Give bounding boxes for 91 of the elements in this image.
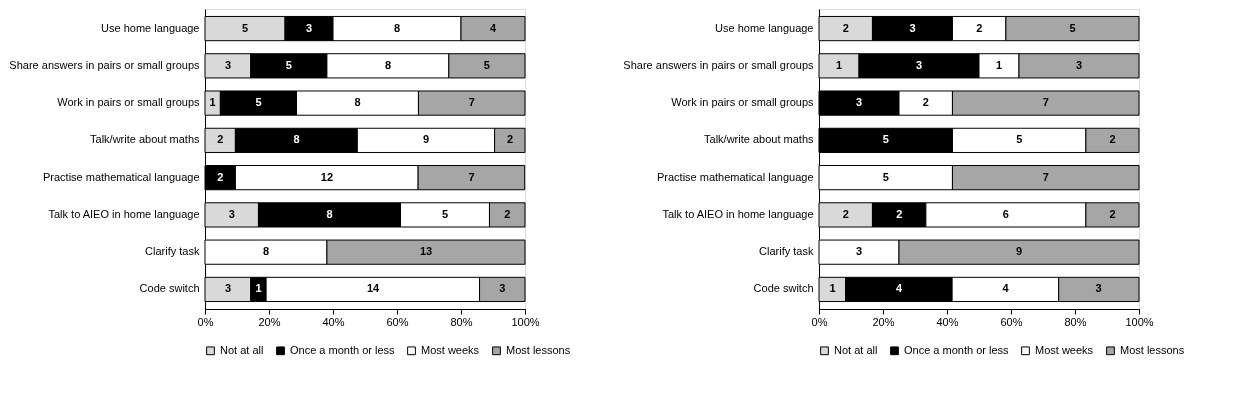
annotation: 12 [320,170,334,183]
y-tick-label: Code switch [139,282,200,295]
annotation: 5 [285,58,292,71]
x-tick-label: 60% [1000,315,1023,328]
annotation: 9 [1015,245,1023,258]
annotation: 3 [228,207,235,220]
legend-label: Most weeks [1035,343,1094,356]
x-tick-label: 20% [258,315,281,328]
annotation: 3 [916,58,923,71]
x-tick-label: 80% [1064,315,1087,328]
annotation: 3 [855,96,863,109]
legend-label: Most lessons [506,343,571,356]
x-tick-label: 0% [197,315,214,328]
x-tick-label: 100% [511,315,540,328]
legend-label: Not at all [220,343,264,356]
annotation: 1 [996,58,1003,71]
annotation: 8 [393,21,401,34]
legend-label: Once a month or less [290,343,396,356]
annotation: 3 [909,21,916,34]
x-tick-label: 80% [450,315,473,328]
legend-label: Once a month or less [904,343,1010,356]
annotation: 5 [882,170,889,183]
annotation: 6 [1002,207,1009,220]
annotation: 1 [255,282,262,295]
y-tick-label: Talk to AIEO in home language [48,207,200,220]
annotation: 2 [504,207,511,220]
y-tick-label: Use home language [101,21,200,34]
annotation: 2 [922,96,929,109]
annotation: 3 [305,21,313,34]
y-tick-label: Clarify task [759,245,814,258]
annotation: 2 [842,21,849,34]
annotation: 5 [483,58,490,71]
annotation: 4 [489,21,497,34]
annotation: 2 [217,170,224,183]
y-tick-label: Share answers in pairs or small groups [623,58,814,71]
annotation: 7 [468,170,475,183]
annotation: 5 [882,133,889,146]
annotation: 9 [423,133,430,146]
x-tick-label: 100% [1125,315,1154,328]
annotation: 2 [896,207,903,220]
y-tick-label: Work in pairs or small groups [671,96,814,109]
annotation: 1 [836,58,843,71]
legend-label: Not at all [834,343,878,356]
annotation: 8 [326,207,333,220]
annotation: 2 [1109,207,1116,220]
annotation: 2 [217,133,224,146]
annotation: 3 [499,282,506,295]
legend-label: Most lessons [1120,343,1185,356]
annotation: 2 [506,133,514,146]
annotation: 8 [384,58,392,71]
y-tick-label: Talk to AIEO in home language [662,207,814,220]
annotation: 1 [209,96,216,109]
annotation: 4 [895,282,903,295]
annotation: 5 [241,21,249,34]
annotation: 1 [829,282,836,295]
x-tick-label: 60% [386,315,409,328]
annotation: 7 [1042,96,1049,109]
annotation: 8 [354,96,361,109]
annotation: 7 [1042,170,1049,183]
x-tick-label: 20% [872,315,895,328]
annotation: 7 [468,96,475,109]
y-tick-label: Use home language [715,21,814,34]
annotation: 8 [293,133,300,146]
annotation: 5 [1016,133,1023,146]
y-tick-label: Practise mathematical language [42,170,200,183]
annotation: 3 [855,245,863,258]
x-tick-label: 40% [936,315,959,328]
annotation: 3 [224,58,232,71]
annotation: 4 [1002,282,1010,295]
annotation: 3 [1076,58,1083,71]
x-tick-label: 0% [811,315,828,328]
annotation: 2 [976,21,983,34]
y-tick-label: Work in pairs or small groups [57,96,200,109]
annotation: 3 [224,282,232,295]
annotation: 5 [1069,21,1076,34]
annotation: 5 [255,96,262,109]
annotation: 13 [419,245,433,258]
y-tick-label: Share answers in pairs or small groups [9,58,200,71]
annotation: 2 [1109,133,1116,146]
y-tick-label: Talk/write about maths [704,133,814,146]
annotation: 8 [263,245,270,258]
annotation: 14 [366,282,380,295]
annotation: 2 [842,207,849,220]
y-tick-label: Clarify task [145,245,200,258]
legend-label: Most weeks [421,343,480,356]
annotation: 3 [1095,282,1102,295]
annotation: 5 [441,207,449,220]
x-tick-label: 40% [322,315,345,328]
y-tick-label: Code switch [753,282,814,295]
y-tick-label: Practise mathematical language [656,170,814,183]
y-tick-label: Talk/write about maths [90,133,200,146]
